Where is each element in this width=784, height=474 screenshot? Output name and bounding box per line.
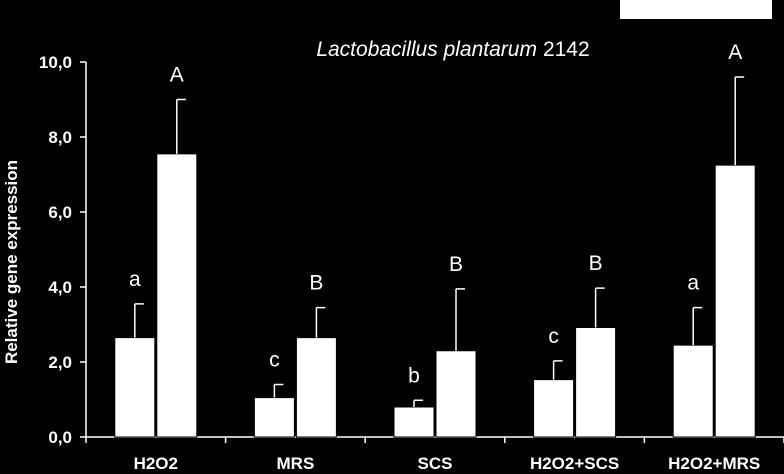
y-tick-label: 0,0 — [48, 428, 72, 447]
significance-label: a — [129, 268, 141, 291]
significance-label: c — [548, 325, 559, 348]
chart-title: Lactobacillus plantarum 2142 — [316, 38, 589, 61]
y-tick-label: 6,0 — [48, 203, 72, 222]
x-tick-label: H2O2+SCS — [530, 454, 619, 469]
bar — [295, 337, 337, 438]
legend-box — [620, 0, 772, 19]
bar — [253, 397, 295, 438]
chart-title-italic: Lactobacillus plantarum — [316, 38, 537, 61]
bar — [533, 379, 575, 438]
chart-title-rest: 2142 — [543, 38, 590, 61]
y-axis-title: Relative gene expression — [2, 160, 21, 364]
bar — [672, 344, 714, 438]
significance-label: B — [449, 253, 463, 276]
significance-label: b — [408, 364, 420, 387]
bar — [156, 153, 198, 438]
bar — [435, 350, 477, 438]
bar — [114, 337, 156, 438]
significance-label: B — [589, 252, 603, 275]
significance-label: A — [170, 64, 184, 87]
y-tick-label: 10,0 — [39, 53, 72, 72]
bar — [575, 327, 617, 438]
x-tick-label: H2O2+MRS — [668, 454, 760, 469]
y-tick-label: 2,0 — [48, 353, 72, 372]
significance-label: B — [309, 272, 323, 295]
plot-area: 0,0 2,0 4,0 6,0 8,0 10,0 H2O2 MRS SCS H2O2+SCS H2O… — [39, 41, 784, 473]
bar — [714, 164, 756, 438]
bar — [393, 406, 435, 438]
significance-label: A — [728, 41, 742, 64]
y-tick-label: 4,0 — [48, 278, 72, 297]
x-tick-label: MRS — [277, 454, 315, 469]
x-tick-label: H2O2 — [134, 454, 178, 469]
y-tick-label: 8,0 — [48, 128, 72, 147]
x-tick-label: SCS — [418, 454, 453, 469]
significance-label: c — [269, 349, 280, 372]
significance-label: a — [687, 272, 699, 295]
